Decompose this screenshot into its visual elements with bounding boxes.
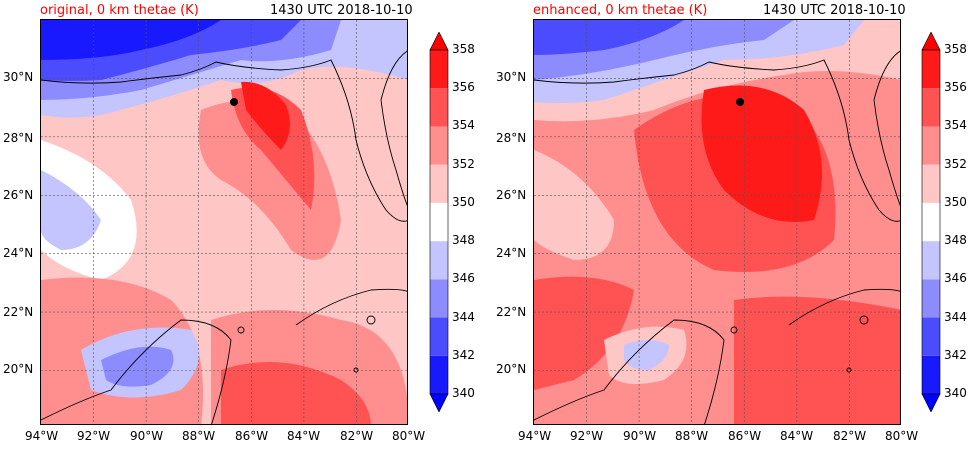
colorbar-label-340: 340: [944, 386, 967, 400]
lon-tick-94w: 94°W: [518, 429, 552, 443]
lon-tick-90w: 90°W: [130, 429, 164, 443]
colorbar-label-344: 344: [944, 309, 967, 324]
lat-tick-26n: 26°N: [496, 188, 527, 202]
colorbar-band-352: [922, 126, 940, 165]
lat-tick-24n: 24°N: [496, 246, 527, 260]
lon-tick-92w: 92°W: [77, 429, 111, 443]
panel-title-left-original: original, 0 km thetae (K): [40, 3, 199, 18]
colorbar-label-350: 350: [944, 194, 967, 209]
colorbar-label-342: 342: [944, 347, 967, 362]
colorbar-band-340: [922, 355, 940, 394]
lat-tick-20n: 20°N: [496, 362, 527, 376]
lon-tick-86w: 86°W: [235, 429, 269, 443]
colorbar-label-358: 358: [452, 42, 475, 56]
colorbar-band-350: [922, 164, 940, 203]
lat-tick-22n: 22°N: [496, 305, 527, 319]
lon-tick-86w: 86°W: [728, 429, 762, 443]
colorbar-label-354: 354: [944, 118, 967, 133]
lat-tick-26n: 26°N: [3, 188, 34, 202]
hurricane-center-marker: [736, 98, 744, 106]
colorbar-under-arrow: [921, 393, 941, 412]
colorbar-band-356: [922, 50, 940, 89]
lat-tick-28n: 28°N: [496, 131, 527, 145]
colorbar-band-352: [430, 126, 448, 165]
colorbar-label-354: 354: [452, 118, 475, 133]
lat-tick-30n: 30°N: [496, 70, 527, 84]
lon-tick-88w: 88°W: [675, 429, 709, 443]
lon-tick-84w: 84°W: [287, 429, 321, 443]
colorbar-label-346: 346: [944, 271, 967, 286]
map-original: [40, 19, 408, 425]
map-original-canvas: [41, 20, 407, 424]
colorbar-band-342: [922, 317, 940, 356]
colorbar-label-350: 350: [452, 194, 475, 209]
colorbar-band-346: [430, 241, 448, 280]
colorbar-band-348: [922, 202, 940, 242]
map-enhanced-canvas: [534, 20, 900, 424]
colorbar-band-344: [922, 279, 940, 318]
colorbar-label-340: 340: [452, 386, 475, 400]
lon-tick-82w: 82°W: [340, 429, 374, 443]
colorbar-label-352: 352: [944, 156, 967, 171]
colorbar-band-354: [922, 88, 940, 127]
lon-tick-90w: 90°W: [623, 429, 657, 443]
lat-tick-20n: 20°N: [3, 362, 34, 376]
colorbar-label-348: 348: [944, 233, 967, 248]
lon-tick-80w: 80°W: [885, 429, 919, 443]
colorbar-band-342: [430, 317, 448, 356]
lon-tick-84w: 84°W: [780, 429, 814, 443]
lon-tick-92w: 92°W: [570, 429, 604, 443]
colorbar-label-356: 356: [452, 80, 475, 95]
colorbar-band-340: [430, 355, 448, 394]
colorbar-under-arrow: [429, 393, 449, 412]
map-enhanced: [533, 19, 901, 425]
lon-tick-82w: 82°W: [833, 429, 867, 443]
lon-tick-88w: 88°W: [182, 429, 216, 443]
panel-title-time-original: 1430 UTC 2018-10-10: [270, 3, 413, 18]
hurricane-center-marker: [230, 98, 238, 106]
panel-title-left-enhanced: enhanced, 0 km thetae (K): [533, 3, 708, 18]
panel-title-time-enhanced: 1430 UTC 2018-10-10: [763, 3, 906, 18]
colorbar-label-348: 348: [452, 233, 475, 248]
colorbar-band-354: [430, 88, 448, 127]
colorbar-band-348: [430, 202, 448, 242]
lat-tick-30n: 30°N: [3, 70, 34, 84]
colorbar-label-358: 358: [944, 42, 967, 56]
colorbar-band-346: [922, 241, 940, 280]
colorbar-band-356: [430, 50, 448, 89]
lat-tick-28n: 28°N: [3, 131, 34, 145]
colorbar-label-344: 344: [452, 309, 475, 324]
colorbar-label-346: 346: [452, 271, 475, 286]
lat-tick-22n: 22°N: [3, 305, 34, 319]
colorbar-band-350: [430, 164, 448, 203]
lat-tick-24n: 24°N: [3, 246, 34, 260]
colorbar-enhanced: [921, 32, 941, 412]
colorbar-over-arrow: [921, 32, 941, 51]
colorbar-label-356: 356: [944, 80, 967, 95]
colorbar-over-arrow: [429, 32, 449, 51]
colorbar-original: [429, 32, 449, 412]
colorbar-band-344: [430, 279, 448, 318]
lon-tick-94w: 94°W: [25, 429, 59, 443]
colorbar-label-342: 342: [452, 347, 475, 362]
lon-tick-80w: 80°W: [392, 429, 426, 443]
colorbar-label-352: 352: [452, 156, 475, 171]
